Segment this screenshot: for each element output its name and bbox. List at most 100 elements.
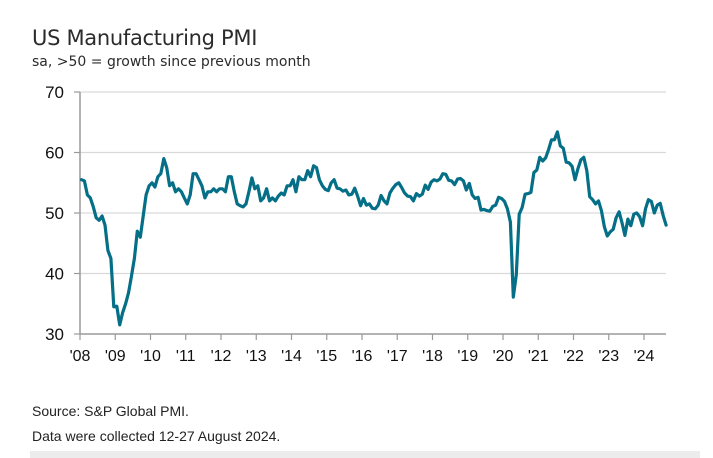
data-point	[583, 156, 585, 158]
data-point	[544, 157, 546, 159]
data-point	[459, 177, 461, 179]
x-tick-label: '09	[105, 348, 126, 365]
series-line-pmi	[79, 130, 668, 327]
y-tick-label: 30	[45, 325, 64, 344]
data-point	[207, 191, 209, 193]
data-point	[377, 204, 379, 206]
x-tick-label: '17	[387, 348, 408, 365]
data-point	[574, 179, 576, 181]
data-point	[154, 186, 156, 188]
data-point	[553, 139, 555, 141]
x-axis-ticks: '08 '09 '10 '11 '12 '13 '14 '15 '16 '17 '18 '19 '20 '…	[70, 334, 655, 365]
data-point	[580, 159, 582, 161]
data-point	[227, 176, 229, 178]
x-tick-label: '16	[352, 348, 373, 365]
data-point	[204, 197, 206, 199]
data-point	[433, 179, 435, 181]
data-point	[218, 188, 220, 190]
data-point	[145, 194, 147, 196]
chart-subtitle: sa, >50 = growth since previous month	[32, 54, 311, 70]
data-point	[201, 185, 203, 187]
data-point	[586, 169, 588, 171]
data-point	[559, 145, 561, 147]
data-point	[362, 197, 364, 199]
data-point	[113, 306, 115, 308]
data-point	[424, 184, 426, 186]
data-point	[298, 176, 300, 178]
data-point	[518, 213, 520, 215]
data-point	[286, 185, 288, 187]
data-point	[333, 179, 335, 181]
x-tick-label: '22	[563, 348, 584, 365]
data-point	[480, 209, 482, 211]
data-point	[110, 257, 112, 259]
y-axis-ticks: 30 40 50 60 70	[45, 83, 80, 344]
data-point	[468, 182, 470, 184]
data-point	[539, 156, 541, 158]
data-point	[577, 168, 579, 170]
data-point	[624, 234, 626, 236]
data-point	[148, 185, 150, 187]
x-tick-label: '15	[316, 348, 337, 365]
data-point	[533, 171, 535, 173]
data-point	[530, 191, 532, 193]
data-point	[330, 182, 332, 184]
data-point	[166, 166, 168, 168]
data-point	[292, 179, 294, 181]
data-point	[356, 195, 358, 197]
y-tick-label: 40	[45, 265, 64, 284]
data-point	[556, 131, 558, 133]
data-point	[274, 200, 276, 202]
x-tick-label: '08	[70, 348, 91, 365]
data-point	[374, 208, 376, 210]
data-point	[327, 189, 329, 191]
data-point	[644, 208, 646, 210]
data-point	[171, 182, 173, 184]
data-point	[612, 228, 614, 230]
data-point	[101, 215, 103, 217]
data-point	[86, 194, 88, 196]
data-point	[662, 214, 664, 216]
data-point	[130, 275, 132, 277]
data-point	[565, 161, 567, 163]
data-point	[192, 173, 194, 175]
y-tick-label: 50	[45, 204, 64, 223]
data-point	[618, 211, 620, 213]
data-point	[633, 213, 635, 215]
data-point	[450, 180, 452, 182]
data-point	[83, 180, 85, 182]
data-point	[224, 191, 226, 193]
data-point	[312, 165, 314, 167]
data-point	[527, 192, 529, 194]
data-point	[497, 196, 499, 198]
data-point	[630, 225, 632, 227]
data-point	[483, 208, 485, 210]
data-point	[174, 191, 176, 193]
data-point	[168, 185, 170, 187]
data-point	[339, 188, 341, 190]
data-point	[659, 202, 661, 204]
data-point	[283, 194, 285, 196]
data-point	[98, 219, 100, 221]
data-point	[318, 179, 320, 181]
data-point	[248, 191, 250, 193]
data-point	[448, 179, 450, 181]
data-point	[536, 169, 538, 171]
data-point	[195, 173, 197, 175]
data-point	[180, 191, 182, 193]
data-point	[142, 215, 144, 217]
data-point	[398, 182, 400, 184]
data-point	[427, 188, 429, 190]
data-point	[254, 188, 256, 190]
data-point	[198, 179, 200, 181]
data-point	[307, 169, 309, 171]
data-point	[151, 182, 153, 184]
data-point	[383, 200, 385, 202]
data-point	[380, 194, 382, 196]
data-point	[471, 194, 473, 196]
data-point	[389, 192, 391, 194]
data-point	[365, 204, 367, 206]
data-point	[453, 183, 455, 185]
data-point	[368, 203, 370, 205]
data-point	[615, 217, 617, 219]
